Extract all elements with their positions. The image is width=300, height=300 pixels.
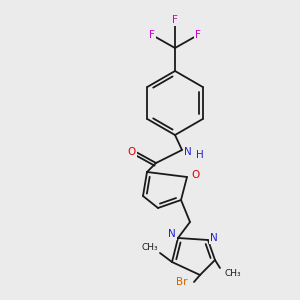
Text: F: F <box>149 30 155 40</box>
Text: CH₃: CH₃ <box>225 268 241 278</box>
Text: H: H <box>196 150 204 160</box>
Text: N: N <box>210 233 218 243</box>
Text: Br: Br <box>176 277 188 287</box>
Text: F: F <box>195 30 201 40</box>
Text: N: N <box>168 229 176 239</box>
Text: O: O <box>128 147 136 157</box>
Text: O: O <box>191 170 199 180</box>
Text: F: F <box>172 15 178 25</box>
Text: N: N <box>184 147 192 157</box>
Text: CH₃: CH₃ <box>142 242 158 251</box>
